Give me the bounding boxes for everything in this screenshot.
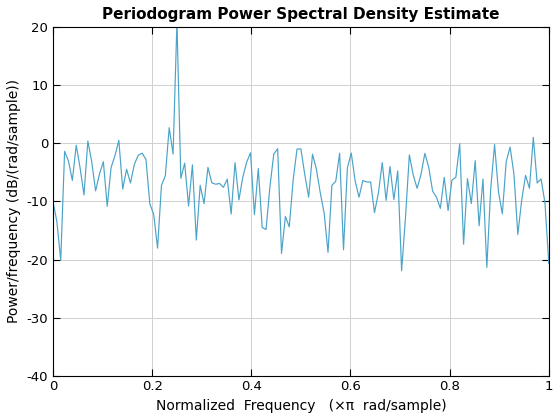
Y-axis label: Power/frequency (dB/(rad/sample)): Power/frequency (dB/(rad/sample)) <box>7 79 21 323</box>
Title: Periodogram Power Spectral Density Estimate: Periodogram Power Spectral Density Estim… <box>102 7 500 22</box>
X-axis label: Normalized  Frequency   (×π  rad/sample): Normalized Frequency (×π rad/sample) <box>156 399 446 413</box>
